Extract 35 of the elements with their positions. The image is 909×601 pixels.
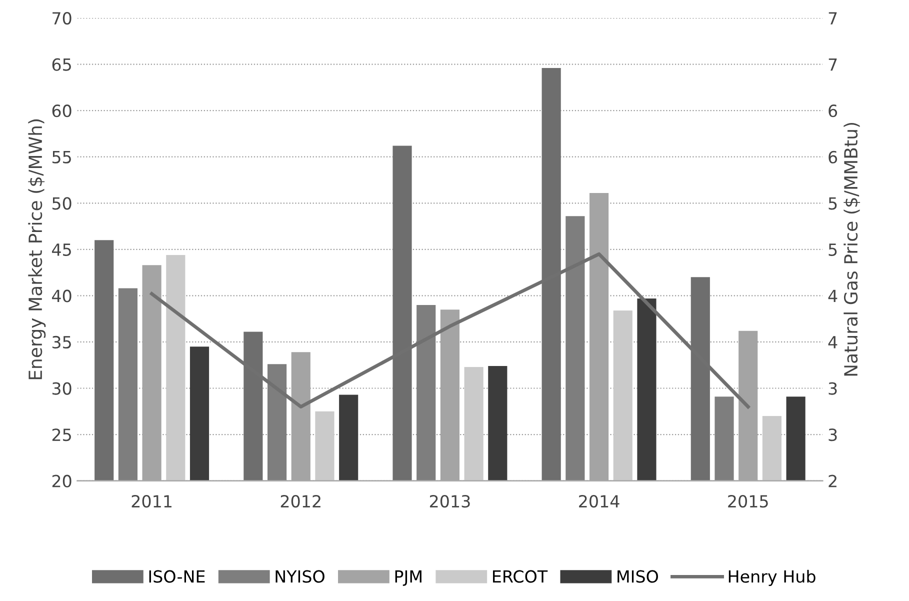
y-tick-label: 20 xyxy=(52,474,72,488)
y-tick-label: 50 xyxy=(52,197,72,210)
legend-label: NYISO xyxy=(276,570,324,583)
x-tick-label: 2011 xyxy=(132,494,172,508)
y-tick-label: 30 xyxy=(52,382,72,395)
y-tick-label: 65 xyxy=(52,58,71,71)
y-tick-label: 60 xyxy=(52,104,72,118)
y2-tick-label: 7 xyxy=(828,12,837,24)
y2-tick-label: 4 xyxy=(828,290,838,302)
y2-tick-label: 6 xyxy=(828,150,838,164)
x-tick-label: 2012 xyxy=(280,494,320,508)
legend-label: ERCOT xyxy=(493,570,548,583)
y2-tick-label: 7 xyxy=(828,58,837,71)
y2-tick-label: 6 xyxy=(828,104,838,118)
legend-label: Henry Hub xyxy=(728,570,816,586)
y2-tick-label: 3 xyxy=(828,428,837,442)
x-tick-label: 2015 xyxy=(728,494,768,508)
legend-label: MISO xyxy=(618,570,658,583)
y2-tick-label: 2 xyxy=(828,474,836,488)
y-tick-label: 35 xyxy=(52,336,71,349)
y-tick-label: 55 xyxy=(52,151,71,164)
y-tick-label: 40 xyxy=(52,290,72,302)
legend-label: ISO-NE xyxy=(149,570,205,583)
y-tick-label: 70 xyxy=(52,12,72,25)
y2-tick-label: 5 xyxy=(828,197,837,210)
y2-tick-label: 5 xyxy=(828,244,837,256)
x-tick-label: 2013 xyxy=(430,494,470,508)
y2-axis-title: Natural Gas Price ($/MMBtu) xyxy=(844,122,860,376)
y-tick-label: 45 xyxy=(52,244,71,256)
y2-tick-label: 3 xyxy=(828,382,837,395)
legend-label: PJM xyxy=(395,570,422,586)
y2-tick-label: 4 xyxy=(828,336,838,348)
x-tick-label: 2014 xyxy=(579,494,620,508)
y-axis-title: Energy Market Price ($/MWh) xyxy=(28,119,46,380)
y-tick-label: 25 xyxy=(52,428,71,442)
